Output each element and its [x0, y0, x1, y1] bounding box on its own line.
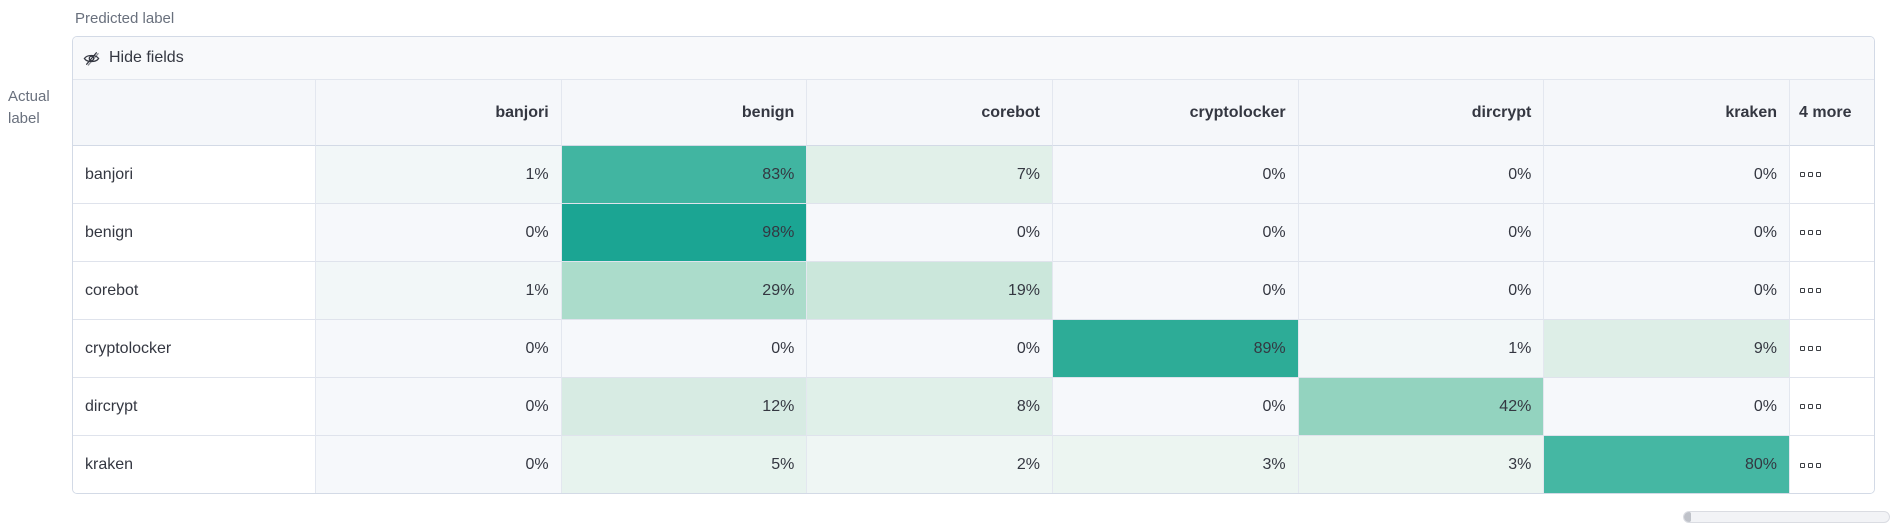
header-corner-cell	[73, 80, 315, 146]
scrollbar-thumb[interactable]	[1684, 512, 1691, 522]
column-header-benign[interactable]: benign	[560, 80, 807, 146]
column-header-cryptolocker[interactable]: cryptolocker	[1052, 80, 1298, 146]
cell-benign-cryptolocker[interactable]: 0%	[1052, 204, 1298, 262]
boxes-horizontal-icon[interactable]	[1800, 288, 1821, 293]
row-actions-corebot[interactable]	[1789, 262, 1874, 320]
cell-corebot-banjori[interactable]: 1%	[315, 262, 561, 320]
row-label-dircrypt[interactable]: dircrypt	[73, 378, 315, 436]
cell-kraken-cryptolocker[interactable]: 3%	[1052, 436, 1298, 493]
cell-dircrypt-dircrypt[interactable]: 42%	[1297, 378, 1544, 436]
cell-cryptolocker-dircrypt[interactable]: 1%	[1297, 320, 1544, 378]
cell-cryptolocker-banjori[interactable]: 0%	[315, 320, 561, 378]
row-actions-benign[interactable]	[1789, 204, 1874, 262]
matrix-row-banjori: banjori 1% 83% 7% 0% 0% 0%	[73, 146, 1874, 204]
cell-benign-banjori[interactable]: 0%	[315, 204, 561, 262]
cell-dircrypt-corebot[interactable]: 8%	[806, 378, 1052, 436]
cell-banjori-dircrypt[interactable]: 0%	[1297, 146, 1544, 204]
cell-cryptolocker-corebot[interactable]: 0%	[806, 320, 1052, 378]
cell-kraken-benign[interactable]: 5%	[560, 436, 807, 493]
cell-dircrypt-banjori[interactable]: 0%	[315, 378, 561, 436]
cell-banjori-kraken[interactable]: 0%	[1543, 146, 1789, 204]
boxes-horizontal-icon[interactable]	[1800, 172, 1821, 177]
column-header-more[interactable]: 4 more	[1789, 80, 1874, 146]
cell-benign-kraken[interactable]: 0%	[1543, 204, 1789, 262]
matrix-row-kraken: kraken 0% 5% 2% 3% 3% 80%	[73, 436, 1874, 493]
hide-fields-label: Hide fields	[109, 49, 184, 66]
matrix-row-benign: benign 0% 98% 0% 0% 0% 0%	[73, 204, 1874, 262]
cell-dircrypt-benign[interactable]: 12%	[560, 378, 807, 436]
row-actions-cryptolocker[interactable]	[1789, 320, 1874, 378]
row-label-banjori[interactable]: banjori	[73, 146, 315, 204]
cell-cryptolocker-cryptolocker[interactable]: 89%	[1052, 320, 1298, 378]
cell-cryptolocker-kraken[interactable]: 9%	[1543, 320, 1789, 378]
cell-benign-corebot[interactable]: 0%	[806, 204, 1052, 262]
cell-corebot-benign[interactable]: 29%	[560, 262, 807, 320]
row-label-corebot[interactable]: corebot	[73, 262, 315, 320]
cell-corebot-kraken[interactable]: 0%	[1543, 262, 1789, 320]
confusion-matrix-grid: Hide fields banjori benign corebot cryptolo…	[72, 36, 1875, 494]
cell-kraken-banjori[interactable]: 0%	[315, 436, 561, 493]
row-actions-dircrypt[interactable]	[1789, 378, 1874, 436]
column-header-corebot[interactable]: corebot	[806, 80, 1052, 146]
column-header-row: banjori benign corebot cryptolocker dircrypt…	[73, 80, 1874, 146]
cell-cryptolocker-benign[interactable]: 0%	[560, 320, 807, 378]
cell-banjori-banjori[interactable]: 1%	[315, 146, 561, 204]
row-actions-kraken[interactable]	[1789, 436, 1874, 493]
cell-corebot-cryptolocker[interactable]: 0%	[1052, 262, 1298, 320]
matrix-row-corebot: corebot 1% 29% 19% 0% 0% 0%	[73, 262, 1874, 320]
row-label-kraken[interactable]: kraken	[73, 436, 315, 493]
boxes-horizontal-icon[interactable]	[1800, 462, 1821, 468]
boxes-horizontal-icon[interactable]	[1800, 230, 1821, 235]
cell-kraken-corebot[interactable]: 2%	[806, 436, 1052, 493]
predicted-label: Predicted label	[75, 10, 175, 27]
boxes-horizontal-icon[interactable]	[1800, 404, 1821, 409]
horizontal-scrollbar[interactable]	[1683, 511, 1890, 523]
actual-label-line2: label	[8, 109, 40, 127]
cell-dircrypt-cryptolocker[interactable]: 0%	[1052, 378, 1298, 436]
cell-kraken-dircrypt[interactable]: 3%	[1297, 436, 1544, 493]
column-header-banjori[interactable]: banjori	[315, 80, 561, 146]
cell-dircrypt-kraken[interactable]: 0%	[1543, 378, 1789, 436]
row-label-cryptolocker[interactable]: cryptolocker	[73, 320, 315, 378]
row-label-benign[interactable]: benign	[73, 204, 315, 262]
boxes-horizontal-icon[interactable]	[1800, 346, 1821, 351]
matrix-row-dircrypt: dircrypt 0% 12% 8% 0% 42% 0%	[73, 378, 1874, 436]
cell-banjori-benign[interactable]: 83%	[560, 146, 807, 204]
actual-label-line1: Actual	[8, 88, 50, 105]
column-header-kraken[interactable]: kraken	[1543, 80, 1789, 146]
hide-fields-button[interactable]: Hide fields	[73, 37, 1874, 80]
matrix-rows: banjori 1% 83% 7% 0% 0% 0% benign 0% 98% 0% 0% 0% 0% c…	[73, 146, 1874, 493]
cell-banjori-cryptolocker[interactable]: 0%	[1052, 146, 1298, 204]
cell-corebot-corebot[interactable]: 19%	[806, 262, 1052, 320]
row-actions-banjori[interactable]	[1789, 146, 1874, 204]
cell-benign-dircrypt[interactable]: 0%	[1297, 204, 1544, 262]
column-header-dircrypt[interactable]: dircrypt	[1297, 80, 1544, 146]
eye-closed-icon	[83, 50, 100, 67]
cell-kraken-kraken[interactable]: 80%	[1543, 436, 1789, 493]
matrix-row-cryptolocker: cryptolocker 0% 0% 0% 89% 1% 9%	[73, 320, 1874, 378]
actual-label: Actual label	[8, 86, 50, 130]
cell-corebot-dircrypt[interactable]: 0%	[1297, 262, 1544, 320]
cell-benign-benign[interactable]: 98%	[560, 204, 807, 262]
cell-banjori-corebot[interactable]: 7%	[806, 146, 1052, 204]
